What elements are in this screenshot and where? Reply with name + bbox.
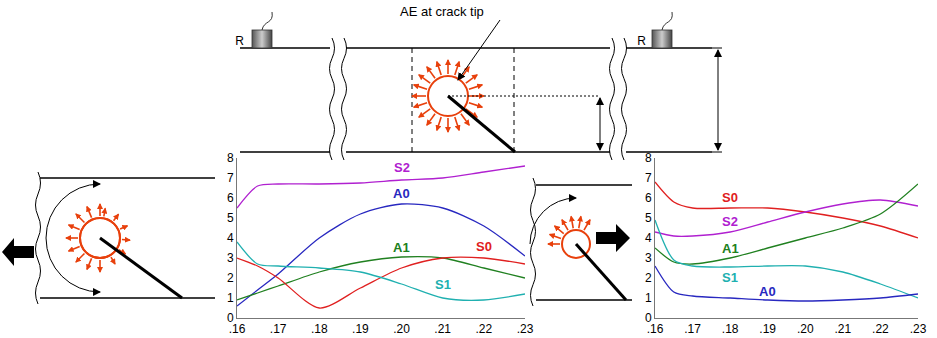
svg-text:.21: .21 [434, 322, 451, 336]
svg-text:S0: S0 [476, 239, 492, 254]
svg-text:8: 8 [645, 151, 652, 165]
svg-text:.19: .19 [352, 322, 369, 336]
svg-text:1: 1 [227, 291, 234, 305]
svg-text:S1: S1 [435, 277, 451, 292]
svg-text:R: R [637, 34, 646, 48]
svg-text:.17: .17 [684, 322, 701, 336]
svg-text:.19: .19 [759, 322, 776, 336]
svg-text:5: 5 [645, 211, 652, 225]
svg-text:S1: S1 [722, 270, 738, 285]
svg-text:7: 7 [227, 171, 234, 185]
svg-text:A0: A0 [759, 284, 776, 299]
svg-text:4: 4 [645, 231, 652, 245]
svg-text:AE at crack tip: AE at crack tip [400, 4, 484, 19]
svg-text:.18: .18 [311, 322, 328, 336]
svg-text:0: 0 [645, 311, 652, 325]
svg-text:.18: .18 [722, 322, 739, 336]
svg-text:.16: .16 [647, 322, 664, 336]
svg-text:S2: S2 [394, 160, 410, 175]
svg-text:.23: .23 [517, 322, 534, 336]
svg-text:.16: .16 [229, 322, 246, 336]
svg-text:A0: A0 [393, 186, 410, 201]
svg-text:8: 8 [227, 151, 234, 165]
svg-text:6: 6 [227, 191, 234, 205]
svg-text:.21: .21 [835, 322, 852, 336]
svg-text:A1: A1 [722, 241, 739, 256]
svg-text:7: 7 [645, 171, 652, 185]
svg-text:R: R [235, 34, 244, 48]
svg-text:0: 0 [227, 311, 234, 325]
svg-text:3: 3 [645, 251, 652, 265]
svg-text:.20: .20 [393, 322, 410, 336]
svg-text:2: 2 [645, 271, 652, 285]
svg-text:A1: A1 [393, 240, 410, 255]
svg-text:.22: .22 [476, 322, 493, 336]
svg-text:.22: .22 [872, 322, 889, 336]
svg-text:5: 5 [227, 211, 234, 225]
svg-text:.17: .17 [270, 322, 287, 336]
svg-text:S2: S2 [722, 214, 738, 229]
svg-text:2: 2 [227, 271, 234, 285]
svg-text:.23: .23 [910, 322, 927, 336]
svg-text:6: 6 [645, 191, 652, 205]
svg-text:S0: S0 [722, 190, 738, 205]
svg-text:3: 3 [227, 251, 234, 265]
svg-text:4: 4 [227, 231, 234, 245]
svg-text:.20: .20 [797, 322, 814, 336]
svg-text:1: 1 [645, 291, 652, 305]
